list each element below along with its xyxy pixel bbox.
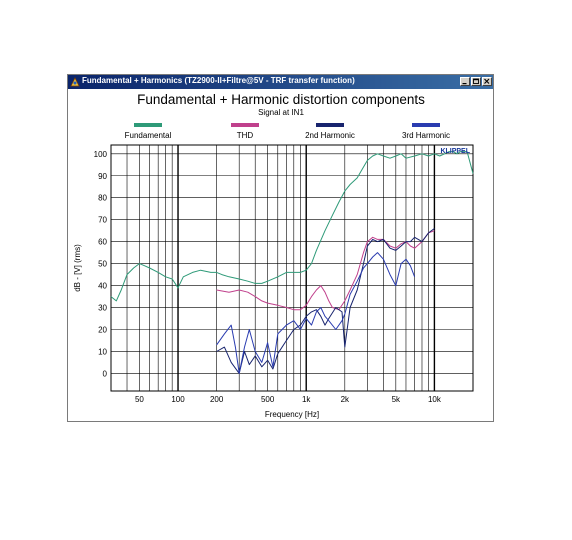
app-window: Fundamental + Harmonics (TZ2900-II+Filtr… <box>67 74 494 422</box>
minimize-button[interactable] <box>460 77 470 86</box>
legend-label: 3rd Harmonic <box>402 131 450 140</box>
y-tick-label: 10 <box>98 347 107 356</box>
y-tick-label: 20 <box>98 326 107 335</box>
x-tick-label: 2k <box>341 395 350 404</box>
y-tick-label: 60 <box>98 238 107 247</box>
series-line-1 <box>110 151 474 302</box>
app-icon <box>70 77 80 87</box>
x-axis-label: Frequency [Hz] <box>265 410 319 419</box>
close-icon <box>484 78 490 84</box>
y-tick-label: 70 <box>98 216 107 225</box>
x-tick-label: 50 <box>135 395 144 404</box>
maximize-icon <box>473 78 479 84</box>
x-tick-label: 5k <box>392 395 401 404</box>
legend-label: Fundamental <box>125 131 172 140</box>
x-tick-label: 1k <box>302 395 311 404</box>
title-bar[interactable]: Fundamental + Harmonics (TZ2900-II+Filtr… <box>68 75 493 89</box>
chart-title: Fundamental + Harmonic distortion compon… <box>137 92 425 107</box>
legend-swatch <box>134 123 162 127</box>
y-tick-label: 30 <box>98 304 107 313</box>
x-tick-label: 100 <box>171 395 185 404</box>
window-title: Fundamental + Harmonics (TZ2900-II+Filtr… <box>82 76 355 85</box>
y-axis-label: dB - [V] (rms) <box>73 244 82 292</box>
close-button[interactable] <box>482 77 492 86</box>
plot-frame <box>110 144 474 392</box>
chart-plot: Fundamental + Harmonic distortion compon… <box>73 92 474 419</box>
y-tick-label: 90 <box>98 172 107 181</box>
series-line-3 <box>216 228 435 374</box>
y-tick-label: 0 <box>103 369 108 378</box>
klippel-logo: KLIPPEL <box>440 148 470 155</box>
legend-swatch <box>316 123 344 127</box>
legend-label: 2nd Harmonic <box>305 131 355 140</box>
x-tick-label: 200 <box>210 395 224 404</box>
chart-legend: Fundamental THD 2nd Harmonic 3rd Harmonic <box>125 123 450 140</box>
y-tick-label: 80 <box>98 194 107 203</box>
series-line-4 <box>216 252 416 374</box>
y-tick-label: 100 <box>94 150 108 159</box>
chart-subtitle: Signal at IN1 <box>258 108 304 117</box>
legend-label: THD <box>237 131 254 140</box>
series-layer <box>110 151 474 374</box>
minimize-icon <box>462 83 467 85</box>
legend-swatch <box>412 123 440 127</box>
series-line-2 <box>216 230 435 311</box>
plot-grid <box>110 145 474 391</box>
y-tick-label: 50 <box>98 260 107 269</box>
legend-swatch <box>231 123 259 127</box>
y-tick-label: 40 <box>98 282 107 291</box>
maximize-button[interactable] <box>471 77 481 86</box>
x-tick-label: 10k <box>428 395 442 404</box>
x-tick-label: 500 <box>261 395 275 404</box>
